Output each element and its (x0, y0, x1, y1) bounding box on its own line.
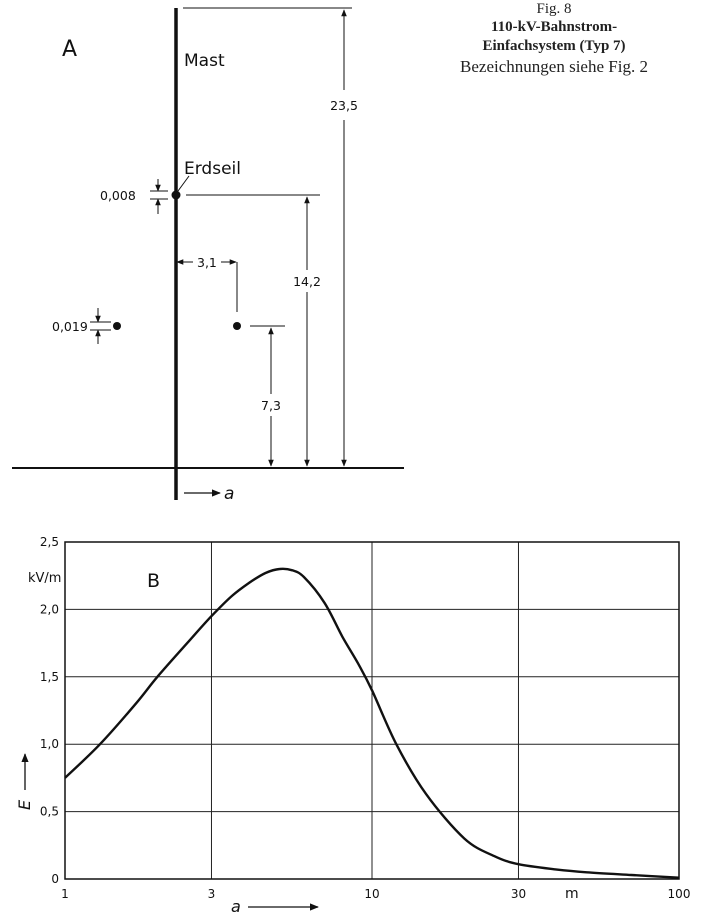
x-axis-label: a (231, 897, 241, 914)
conductor-left-dot (113, 322, 121, 330)
conductor-diameter: 0,019 (52, 319, 88, 334)
figure-caption: Fig. 8 110-kV-Bahnstrom- Einfachsystem (… (404, 0, 704, 78)
ground-wire-dot (171, 190, 181, 200)
y-tick-label: 0 (51, 872, 59, 886)
y-unit-label: kV/m (28, 571, 61, 586)
chart-b: 0 0,5 1,0 1,5 2,0 2,5 1 3 10 30 100 B kV/m m E a (15, 535, 690, 914)
y-tick-labels: 0 0,5 1,0 1,5 2,0 2,5 (40, 535, 59, 886)
y-axis-label: E (15, 799, 34, 810)
ground-wire-diameter: 0,008 (100, 188, 136, 203)
x-tick-label: 1 (61, 887, 69, 901)
y-tick-label: 0,5 (40, 805, 59, 819)
ground-wire-label: Erdseil (184, 159, 241, 179)
figure-title-line-2: Einfachsystem (Typ 7) (482, 38, 626, 54)
figure-reference: Bezeichnungen siehe Fig. 2 (460, 57, 648, 76)
x-tick-labels: 1 3 10 30 100 (61, 887, 690, 901)
figure-number: Fig. 8 (536, 1, 572, 17)
figure-title-line-1: 110-kV-Bahnstrom- (490, 19, 618, 35)
x-tick-label: 30 (511, 887, 526, 901)
panel-a-label: A (62, 37, 77, 62)
conductor-diameter-dimension (90, 308, 111, 344)
field-strength-curve (64, 567, 680, 879)
y-tick-label: 2,0 (40, 602, 59, 616)
height-conductor-label: 7,3 (261, 398, 281, 413)
height-ground-wire-label: 14,2 (293, 274, 321, 289)
x-tick-label: 100 (668, 887, 691, 901)
x-tick-label: 3 (208, 887, 216, 901)
conductor-offset-label: 3,1 (197, 255, 217, 270)
mast-label: Mast (184, 51, 225, 71)
diagram-a: A Mast Erdseil 0,008 0,019 (12, 7, 404, 504)
y-tick-label: 1,5 (40, 670, 59, 684)
y-tick-label: 1,0 (40, 737, 59, 751)
ground-wire-leader (177, 175, 190, 192)
a-axis-label: a (224, 484, 234, 504)
chart-frame (64, 541, 680, 880)
ground-wire-diameter-dimension (150, 179, 168, 214)
conductor-offset-dimension (176, 259, 238, 312)
x-tick-label: 10 (364, 887, 379, 901)
height-total-label: 23,5 (330, 98, 358, 113)
panel-b-label: B (147, 570, 160, 592)
chart-grid (65, 542, 679, 879)
x-unit-label: m (565, 886, 579, 902)
y-tick-label: 2,5 (40, 535, 59, 549)
conductor-right-dot (233, 322, 241, 330)
